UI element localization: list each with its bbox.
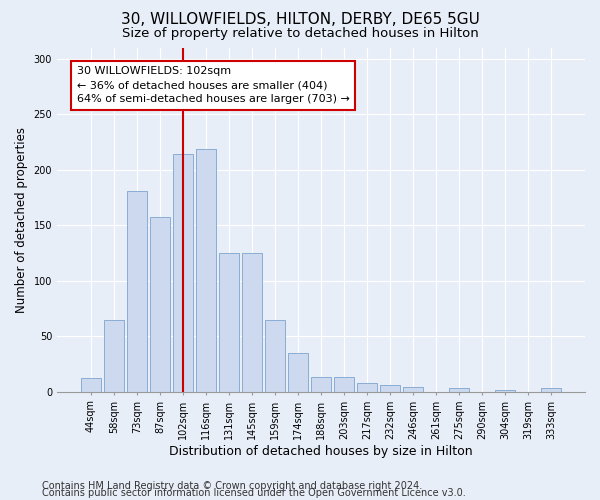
Bar	[449, 388, 469, 392]
Bar	[127, 191, 146, 392]
Bar	[173, 154, 193, 392]
Bar	[150, 218, 170, 392]
Text: Contains HM Land Registry data © Crown copyright and database right 2024.: Contains HM Land Registry data © Crown c…	[42, 481, 422, 491]
Bar	[288, 353, 308, 392]
X-axis label: Distribution of detached houses by size in Hilton: Distribution of detached houses by size …	[169, 444, 473, 458]
Bar	[196, 148, 216, 392]
Bar	[357, 383, 377, 392]
Bar	[334, 378, 354, 392]
Bar	[104, 320, 124, 392]
Text: 30, WILLOWFIELDS, HILTON, DERBY, DE65 5GU: 30, WILLOWFIELDS, HILTON, DERBY, DE65 5G…	[121, 12, 479, 28]
Bar	[242, 253, 262, 392]
Bar	[496, 390, 515, 392]
Bar	[265, 320, 285, 392]
Bar	[380, 385, 400, 392]
Bar	[541, 388, 561, 392]
Text: 30 WILLOWFIELDS: 102sqm
← 36% of detached houses are smaller (404)
64% of semi-d: 30 WILLOWFIELDS: 102sqm ← 36% of detache…	[77, 66, 350, 104]
Bar	[219, 253, 239, 392]
Bar	[311, 378, 331, 392]
Bar	[81, 378, 101, 392]
Y-axis label: Number of detached properties: Number of detached properties	[15, 126, 28, 312]
Text: Size of property relative to detached houses in Hilton: Size of property relative to detached ho…	[122, 28, 478, 40]
Bar	[403, 388, 423, 392]
Text: Contains public sector information licensed under the Open Government Licence v3: Contains public sector information licen…	[42, 488, 466, 498]
